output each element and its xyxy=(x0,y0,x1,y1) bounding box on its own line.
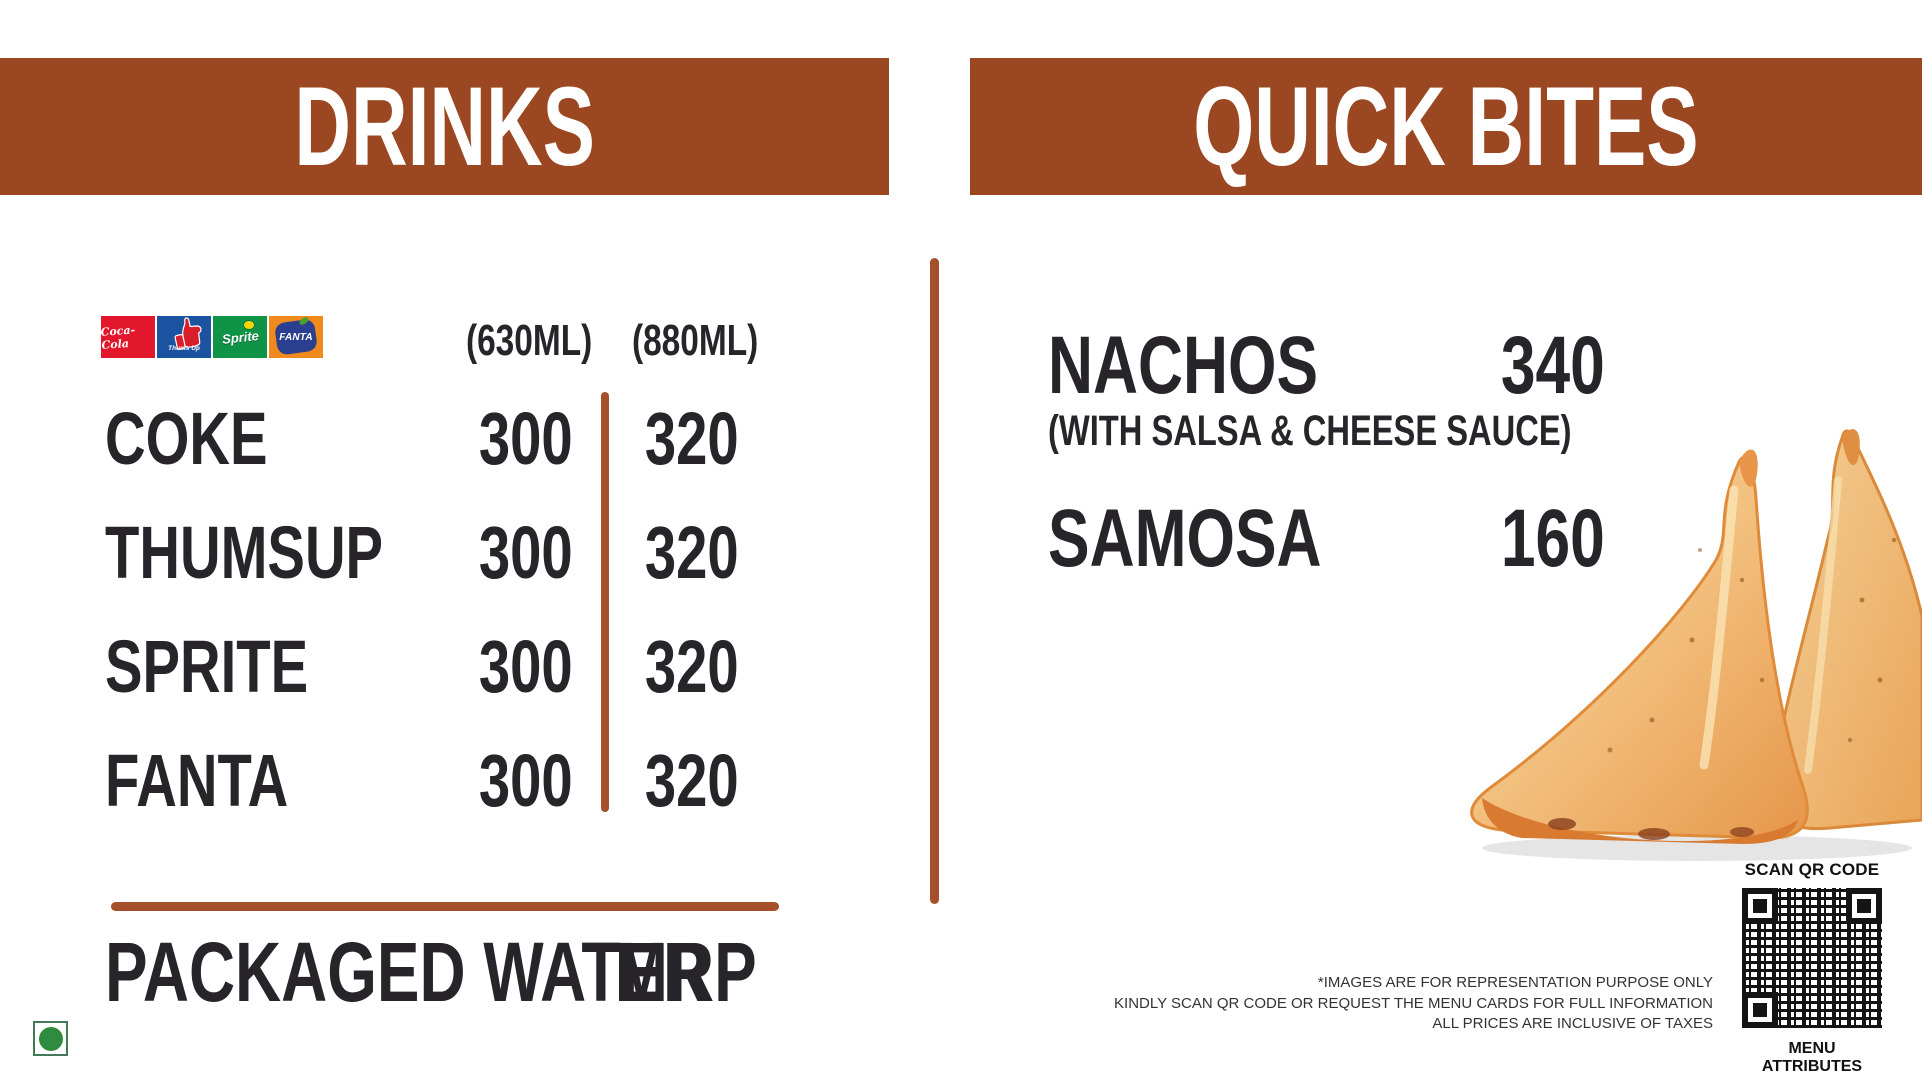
drink-item-name: COKE xyxy=(105,397,268,480)
drink-item-price-880: 320 xyxy=(645,511,739,594)
drink-item-name: FANTA xyxy=(105,739,289,822)
size-header-880ml: (880ML) xyxy=(631,316,759,365)
drink-item-price-630: 300 xyxy=(479,511,573,594)
qr-code xyxy=(1739,885,1885,1031)
samosa-back xyxy=(1770,429,1922,831)
quick-bite-item-name: NACHOS xyxy=(1048,320,1319,411)
samosa-photo xyxy=(1470,429,1922,861)
packaged-water-rule xyxy=(111,902,779,911)
drink-item-name: THUMSUP xyxy=(105,511,384,594)
drink-item-price-880: 320 xyxy=(645,397,739,480)
disclaimer-line: *IMAGES ARE FOR REPRESENTATION PURPOSE O… xyxy=(1317,974,1713,991)
thums-up-logo: Thums Up xyxy=(157,316,211,358)
sprite-logo: Sprite xyxy=(213,316,267,358)
thums-up-wordmark: Thums Up xyxy=(168,345,200,352)
qr-code-block: SCAN QR CODE MENU ATTRIBUTES xyxy=(1737,860,1887,1076)
thumbs-up-icon xyxy=(174,317,202,350)
qr-finder-icon xyxy=(1846,888,1882,924)
section-divider-line xyxy=(930,258,939,904)
drink-item-price-630: 300 xyxy=(479,397,573,480)
qr-finder-icon xyxy=(1742,888,1778,924)
packaged-water-price: MRP xyxy=(615,925,757,1019)
fanta-wordmark: FANTA xyxy=(279,331,313,343)
samosa-front xyxy=(1470,449,1809,844)
disclaimer-line: ALL PRICES ARE INCLUSIVE OF TAXES xyxy=(1432,1015,1713,1032)
drink-item-price-630: 300 xyxy=(479,625,573,708)
quick-bite-item-price: 160 xyxy=(1501,493,1605,584)
lemon-icon xyxy=(243,320,255,330)
drinks-header-bar: DRINKS xyxy=(0,58,889,195)
coca-cola-logo: Coca-Cola xyxy=(101,316,155,358)
quick-bite-item-price: 340 xyxy=(1501,320,1605,411)
disclaimer-text: *IMAGES ARE FOR REPRESENTATION PURPOSE O… xyxy=(953,973,1713,1035)
sprite-wordmark: Sprite xyxy=(220,327,260,347)
size-header-630ml: (630ML) xyxy=(465,316,593,365)
quick-bite-item-name: SAMOSA xyxy=(1048,493,1322,584)
drink-item-price-880: 320 xyxy=(645,739,739,822)
quick-bite-item-note: (WITH SALSA & CHEESE SAUCE) xyxy=(1048,407,1572,455)
packaged-water-name: PACKAGED WATER xyxy=(105,925,710,1019)
fanta-logo: FANTA xyxy=(269,316,323,358)
quick-bites-header-bar: QUICK BITES xyxy=(970,58,1922,195)
veg-symbol-icon xyxy=(33,1021,68,1056)
drinks-title: DRINKS xyxy=(294,64,595,189)
coca-cola-wordmark: Coca-Cola xyxy=(101,323,136,352)
menu-attributes-caption: MENU ATTRIBUTES xyxy=(1761,1040,1863,1075)
drink-brand-logos: Coca-Cola Thums Up Sprite FANTA xyxy=(101,316,323,358)
drink-item-price-630: 300 xyxy=(479,739,573,822)
drink-item-price-880: 320 xyxy=(645,625,739,708)
disclaimer-line: KINDLY SCAN QR CODE OR REQUEST THE MENU … xyxy=(1114,994,1713,1012)
quick-bites-title: QUICK BITES xyxy=(1193,64,1699,189)
drink-item-name: SPRITE xyxy=(105,625,309,708)
scan-qr-caption: SCAN QR CODE xyxy=(1744,860,1880,879)
price-column-divider-line xyxy=(601,392,609,812)
veg-green-dot xyxy=(38,1026,63,1051)
qr-finder-icon xyxy=(1742,992,1778,1028)
